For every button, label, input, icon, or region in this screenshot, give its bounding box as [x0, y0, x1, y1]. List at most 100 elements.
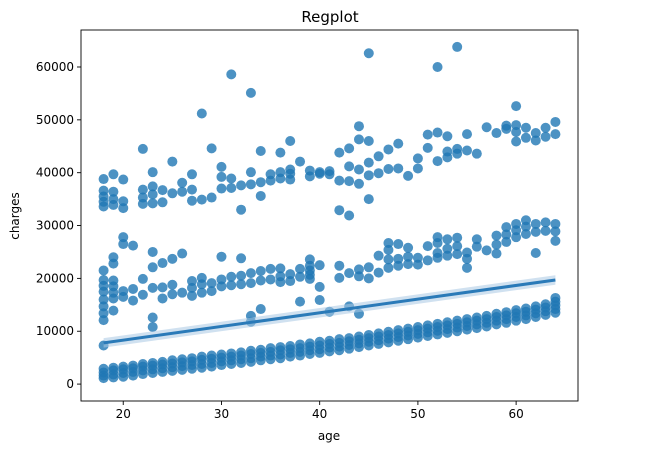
data-point [422, 129, 433, 140]
data-point [98, 315, 109, 326]
data-point [363, 170, 374, 181]
data-point [511, 101, 522, 112]
data-point [471, 234, 482, 245]
data-point [344, 143, 355, 154]
data-point [118, 174, 129, 185]
data-point [186, 195, 197, 206]
data-point [245, 268, 256, 279]
data-point [520, 132, 531, 143]
data-point [245, 87, 256, 98]
data-point [501, 222, 512, 233]
x-tick-label: 20 [116, 407, 131, 421]
data-point [520, 122, 531, 133]
data-point [255, 265, 266, 276]
data-point [157, 356, 168, 367]
data-point [403, 259, 414, 270]
data-point [511, 136, 522, 147]
data-point [206, 350, 217, 361]
data-point [511, 127, 522, 137]
data-point [206, 278, 217, 289]
data-point [314, 167, 325, 178]
data-point [462, 262, 473, 273]
data-point [285, 276, 296, 287]
data-point [216, 171, 227, 182]
data-point [236, 347, 247, 358]
plot-area [98, 41, 561, 384]
x-tick-label: 50 [410, 407, 425, 421]
data-point [412, 322, 423, 333]
data-point [412, 163, 423, 174]
data-point [432, 61, 443, 72]
data-point [530, 301, 541, 312]
data-point [432, 156, 443, 167]
data-point [167, 355, 178, 366]
data-point [334, 175, 345, 186]
data-point [265, 169, 276, 180]
data-point [373, 151, 384, 162]
data-point [393, 260, 404, 271]
data-point [147, 322, 158, 333]
data-point [393, 163, 404, 174]
data-point [157, 293, 168, 304]
x-axis-label: age [318, 429, 340, 443]
data-point [137, 143, 148, 154]
data-point [275, 342, 286, 353]
data-point [186, 282, 197, 293]
data-point [157, 197, 168, 208]
data-point [393, 239, 404, 250]
data-point [442, 243, 453, 254]
data-point [520, 303, 531, 314]
data-point [363, 48, 374, 59]
data-point [137, 192, 148, 203]
data-point [344, 210, 355, 221]
data-point [147, 357, 158, 368]
data-point [245, 278, 256, 289]
data-point [118, 203, 129, 214]
data-point [432, 127, 443, 138]
data-point [236, 180, 247, 191]
data-point [196, 287, 207, 298]
data-point [216, 281, 227, 292]
data-point [304, 165, 315, 176]
data-point [344, 268, 355, 279]
data-point [452, 232, 463, 243]
data-point [422, 255, 433, 266]
data-point [118, 239, 129, 250]
data-point [550, 218, 561, 229]
data-point [383, 163, 394, 174]
data-point [412, 252, 423, 263]
data-point [236, 204, 247, 215]
data-point [363, 157, 374, 168]
data-point [422, 320, 433, 331]
data-point [353, 178, 364, 189]
data-point [118, 232, 129, 243]
data-point [462, 129, 473, 140]
data-point [432, 318, 443, 329]
data-point [481, 122, 492, 133]
data-point [98, 174, 109, 185]
data-point [177, 177, 188, 188]
data-point [128, 295, 139, 306]
data-point [177, 354, 188, 365]
data-point [383, 244, 394, 255]
data-point [265, 263, 276, 274]
data-point [236, 253, 247, 264]
data-point [501, 236, 512, 247]
data-point [157, 282, 168, 293]
data-point [137, 359, 148, 370]
data-point [186, 290, 197, 301]
data-point [363, 329, 374, 340]
data-point [245, 179, 256, 190]
data-point [344, 176, 355, 187]
data-point [226, 271, 237, 282]
data-point [412, 259, 423, 270]
data-point [98, 363, 109, 374]
data-point [157, 258, 168, 269]
data-point [137, 289, 148, 300]
data-point [216, 161, 227, 172]
data-point [147, 189, 158, 200]
data-point [304, 338, 315, 349]
data-point [393, 325, 404, 336]
data-point [147, 262, 158, 273]
data-point [206, 192, 217, 203]
